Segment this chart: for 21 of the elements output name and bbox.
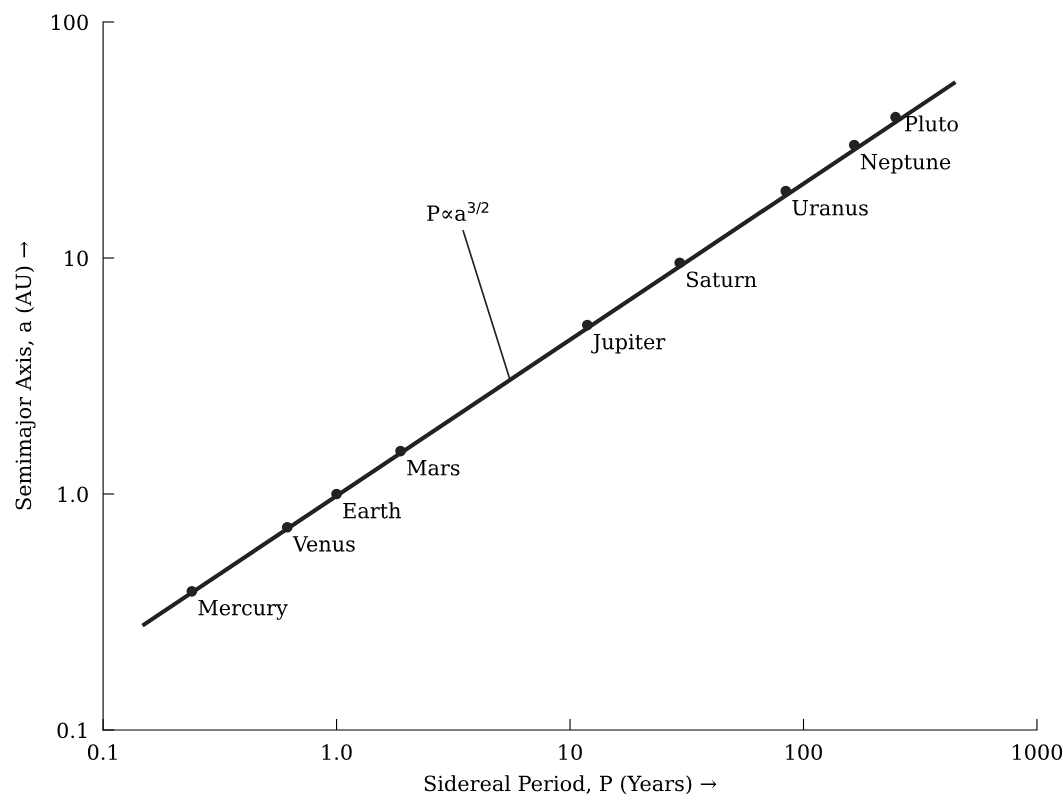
- x-axis-title: Sidereal Period, P (Years) →: [424, 775, 717, 795]
- annotation: P∝a$^{3/2}$: [427, 201, 489, 222]
- annotation: Jupiter: [591, 333, 666, 354]
- y-tick-label: 1.0: [58, 486, 88, 503]
- x-tick-label: 10: [559, 744, 582, 761]
- y-tick-label: 10: [65, 250, 88, 267]
- y-tick-label: 0.1: [57, 722, 87, 739]
- annotation: Neptune: [860, 154, 951, 174]
- x-tick-label: 1.0: [322, 744, 352, 761]
- x-tick-label: 1000: [1012, 744, 1063, 761]
- annotation: Venus: [292, 536, 355, 552]
- y-tick-label: 100: [52, 14, 88, 31]
- annotation: Uranus: [792, 200, 868, 216]
- annotation: Mars: [407, 460, 460, 476]
- y-axis-title: Semimajor Axis, a (AU) →: [15, 241, 36, 510]
- annotation: Saturn: [687, 271, 757, 288]
- annotation: Mercury: [198, 599, 288, 620]
- x-tick-label: 100: [786, 744, 822, 761]
- x-tick-label: 0.1: [87, 744, 117, 761]
- annotation: Earth: [343, 502, 401, 519]
- annotation: Pluto: [905, 115, 958, 132]
